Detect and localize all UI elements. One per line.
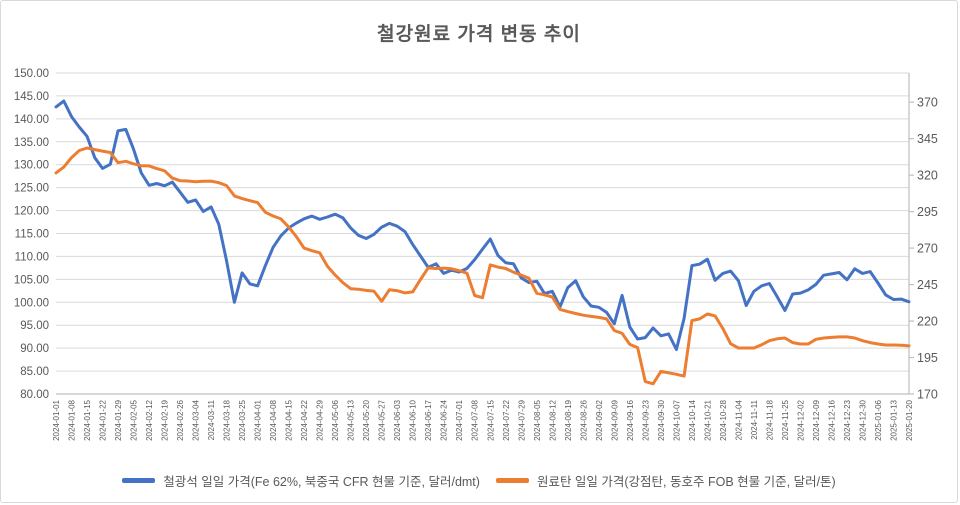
legend-swatch-iron-ore [122,478,156,483]
legend-item-iron-ore: 철광석 일일 가격(Fe 62%, 북중국 CFR 현물 기준, 달러/dmt) [122,471,480,490]
y-axis-left-tick-label: 95.00 [20,320,49,332]
y-axis-left-tick-label: 80.00 [20,389,49,401]
x-axis-tick-label: 2024-04-15 [285,399,294,440]
x-axis-tick-label: 2024-11-25 [781,399,790,440]
y-axis-right-tick-label: 345 [917,132,938,146]
x-axis-tick-label: 2024-08-19 [564,399,573,440]
y-axis-right-tick-label: 270 [917,242,938,256]
x-axis-tick-label: 2025-01-13 [889,399,898,440]
x-axis-tick-label: 2024-12-23 [843,399,852,440]
x-axis-tick-label: 2024-12-09 [812,399,821,440]
x-axis-tick-label: 2024-10-28 [719,399,728,440]
x-axis-tick-label: 2024-09-16 [626,399,635,440]
y-axis-left-tick-label: 85.00 [20,366,49,378]
x-axis-tick-label: 2024-03-25 [238,399,247,440]
x-axis-tick-label: 2024-01-29 [114,399,123,440]
x-axis-tick-label: 2025-01-20 [905,399,914,440]
y-axis-left-tick-label: 150.00 [14,68,49,80]
y-axis-right-tick-label: 245 [917,278,938,292]
legend: 철광석 일일 가격(Fe 62%, 북중국 CFR 현물 기준, 달러/dmt)… [1,471,957,490]
x-axis-tick-label: 2024-03-18 [223,399,232,440]
x-axis-tick-label: 2024-10-14 [688,399,697,440]
x-axis-tick-label: 2024-09-30 [657,399,666,440]
x-axis-tick-label: 2024-11-18 [765,399,774,440]
legend-swatch-coking-coal [495,478,529,483]
x-axis-tick-label: 2024-09-02 [595,399,604,440]
x-axis-tick-label: 2024-03-04 [192,399,201,440]
x-axis-tick-label: 2024-11-11 [750,399,759,439]
y-axis-left-tick-label: 145.00 [14,91,49,103]
y-axis-left-tick-label: 90.00 [20,343,49,355]
x-axis-tick-label: 2024-01-08 [68,399,77,440]
x-axis-tick-label: 2024-09-09 [610,399,619,440]
x-axis-tick-label: 2024-02-26 [176,399,185,440]
x-axis-tick-label: 2024-04-01 [254,399,263,440]
x-axis-tick-label: 2024-06-17 [424,399,433,440]
x-axis-tick-label: 2024-12-30 [858,399,867,440]
x-axis-tick-label: 2024-07-29 [517,399,526,440]
x-axis-tick-label: 2024-04-22 [300,399,309,440]
y-axis-right-tick-label: 320 [917,169,938,183]
x-axis-tick-label: 2024-06-03 [393,399,402,440]
x-axis-tick-label: 2024-07-15 [486,399,495,440]
x-axis-tick-label: 2024-05-06 [331,399,340,440]
x-axis-tick-label: 2024-08-26 [579,399,588,440]
x-axis-tick-label: 2024-12-02 [796,399,805,440]
x-axis-tick-label: 2024-10-21 [703,399,712,440]
y-axis-left-tick-label: 100.00 [14,297,49,309]
x-axis-tick-label: 2024-06-24 [440,399,449,440]
x-axis-tick-label: 2024-06-10 [409,399,418,440]
x-axis-tick-label: 2024-04-08 [269,399,278,440]
x-axis-tick-label: 2024-02-05 [130,399,139,440]
legend-label-coking-coal: 원료탄 일일 가격(강점탄, 동호주 FOB 현물 기준, 달러/톤) [536,475,836,489]
legend-label-iron-ore: 철광석 일일 가격(Fe 62%, 북중국 CFR 현물 기준, 달러/dmt) [163,475,480,489]
series-line-iron-ore [54,99,911,351]
x-axis-tick-label: 2024-04-29 [316,399,325,440]
y-axis-right-tick-label: 370 [917,96,938,110]
y-axis-left-tick-label: 140.00 [14,114,49,126]
y-axis-left-tick-label: 135.00 [14,137,49,149]
x-axis-tick-label: 2024-07-01 [455,399,464,440]
x-axis-tick-label: 2024-01-15 [83,399,92,440]
x-axis-tick-label: 2024-03-11 [207,399,216,440]
y-axis-right-tick-label: 170 [917,388,938,402]
y-axis-left-tick-label: 120.00 [14,206,49,218]
y-axis-left-tick-label: 130.00 [14,160,49,172]
x-axis-tick-label: 2024-07-08 [471,399,480,440]
x-axis-tick-label: 2024-01-01 [52,399,61,440]
x-axis-tick-label: 2024-11-04 [734,399,743,440]
y-axis-left-tick-label: 105.00 [14,274,49,286]
x-axis-tick-label: 2024-05-27 [378,399,387,440]
y-axis-left-tick-label: 115.00 [15,229,49,241]
y-axis-right-tick-label: 195 [917,351,938,365]
x-axis-tick-label: 2024-05-13 [347,399,356,440]
x-axis-tick-label: 2024-01-22 [99,399,108,440]
y-axis-right-tick-label: 220 [917,315,938,329]
x-axis-tick-label: 2024-02-12 [145,399,154,440]
series-line-coking-coal [54,146,911,386]
x-axis-tick-label: 2024-10-07 [672,399,681,440]
chart-title: 철강원료 가격 변동 추이 [377,24,581,45]
y-axis-left-tick-label: 110.00 [15,251,49,263]
x-axis-tick-label: 2024-08-12 [548,399,557,440]
x-axis-tick-label: 2024-05-20 [362,399,371,440]
x-axis-tick-label: 2024-02-19 [161,399,170,440]
x-axis-tick-label: 2024-08-05 [533,399,542,440]
legend-item-coking-coal: 원료탄 일일 가격(강점탄, 동호주 FOB 현물 기준, 달러/톤) [495,471,836,490]
x-axis-tick-label: 2025-01-06 [874,399,883,440]
y-axis-right-tick-label: 295 [917,205,938,219]
x-axis-tick-label: 2024-09-23 [641,399,650,440]
y-axis-left-tick-label: 125.00 [14,183,49,195]
x-axis-tick-label: 2024-12-16 [827,399,836,440]
x-axis-tick-label: 2024-07-22 [502,399,511,440]
